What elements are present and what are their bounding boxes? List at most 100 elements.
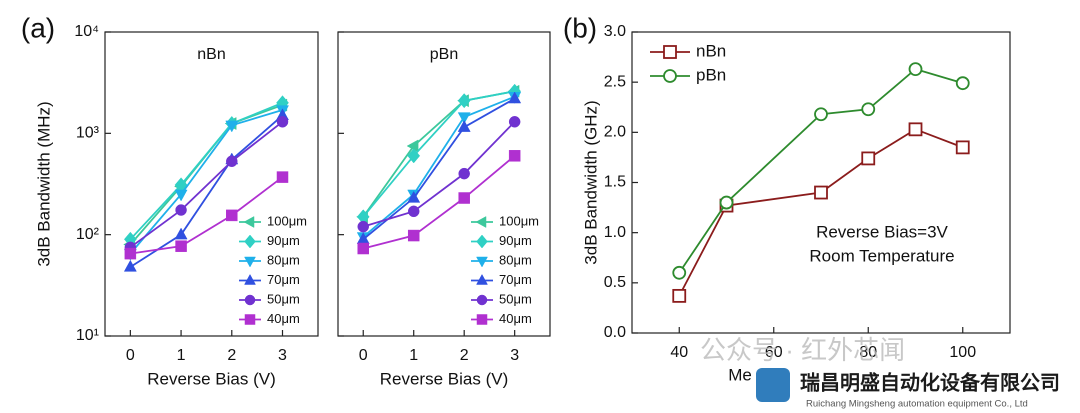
marker <box>508 91 522 104</box>
legend-label: nBn <box>696 41 726 60</box>
plot-frame <box>104 31 319 337</box>
y-tick-label: 1.0 <box>604 224 626 241</box>
marker <box>226 209 238 222</box>
panel-label: (a) <box>21 12 55 43</box>
legend-marker <box>476 273 488 285</box>
x-tick-label: 80 <box>859 344 877 361</box>
legend-label: 50μm <box>267 291 300 306</box>
y-tick-label: 0.0 <box>604 324 626 341</box>
y-tick-label: 2.5 <box>604 73 626 90</box>
marker <box>175 240 187 252</box>
marker <box>508 150 521 162</box>
chart-title: nBn <box>197 46 225 63</box>
marker <box>175 204 187 216</box>
marker <box>508 116 521 128</box>
marker <box>672 288 687 303</box>
marker <box>814 107 828 122</box>
watermark-logo <box>756 368 790 402</box>
legend-marker <box>243 216 255 228</box>
x-tick-label: 2 <box>460 347 469 364</box>
marker <box>955 140 970 155</box>
x-tick-label: 1 <box>409 347 418 364</box>
legend-label: 90μm <box>499 233 532 248</box>
x-tick-label: 0 <box>126 347 135 364</box>
marker <box>174 227 188 240</box>
x-tick-label: 3 <box>278 347 287 364</box>
marker <box>407 205 420 218</box>
marker <box>276 171 289 183</box>
legend-label: 40μm <box>267 311 300 326</box>
y-tick-label: 3.0 <box>604 23 626 40</box>
series-line <box>129 114 284 268</box>
marker <box>407 229 420 242</box>
legend-marker <box>476 314 488 325</box>
marker <box>226 155 238 168</box>
legend-label: 80μm <box>267 252 300 267</box>
marker <box>225 120 239 133</box>
legend-marker <box>476 234 488 249</box>
legend-marker <box>244 314 256 325</box>
chart-title: pBn <box>430 46 458 63</box>
legend-label: 100μm <box>499 213 539 228</box>
plot-frame <box>337 31 551 337</box>
marker <box>955 76 970 91</box>
marker <box>123 259 137 272</box>
series-line <box>362 95 516 238</box>
marker <box>672 265 687 280</box>
x-axis-label: Reverse Bias (V) <box>147 369 275 388</box>
legend-label: 40μm <box>499 311 532 326</box>
legend-marker <box>476 256 488 268</box>
x-tick-label: 100 <box>949 344 976 361</box>
legend-label: 70μm <box>499 272 532 287</box>
legend-marker <box>663 45 677 59</box>
series-line <box>362 121 516 228</box>
marker <box>908 62 923 77</box>
watermark-company-en: Ruichang Mingsheng automation equipment … <box>806 399 1028 410</box>
series-line <box>678 68 964 274</box>
series-line <box>678 128 964 297</box>
x-tick-label: 60 <box>765 344 783 361</box>
marker <box>458 167 470 180</box>
marker <box>357 220 369 233</box>
series-line <box>129 121 284 249</box>
marker <box>861 151 876 166</box>
series-line <box>129 109 283 255</box>
y-tick-label: 10³ <box>76 125 100 142</box>
legend-marker <box>244 273 256 285</box>
marker <box>457 120 471 132</box>
legend-marker <box>663 69 677 83</box>
y-tick-label: 0.5 <box>604 274 626 291</box>
marker <box>861 102 876 117</box>
legend-marker <box>244 294 256 306</box>
marker <box>276 116 289 128</box>
panel-label: (b) <box>563 12 597 43</box>
annotation: Reverse Bias=3V <box>816 222 948 241</box>
marker <box>357 242 369 255</box>
legend-label: pBn <box>696 65 726 84</box>
legend-label: 90μm <box>267 233 300 248</box>
y-tick-label: 10² <box>76 226 100 243</box>
marker <box>457 112 471 125</box>
legend-label: 100μm <box>267 213 307 228</box>
x-axis-label: Me <box>728 365 752 384</box>
legend-label: 50μm <box>499 291 532 306</box>
x-tick-label: 3 <box>510 347 519 364</box>
series-line <box>362 90 515 218</box>
marker <box>174 189 188 202</box>
y-tick-label: 10¹ <box>76 327 99 344</box>
series-line <box>129 101 283 240</box>
series-line <box>363 155 516 250</box>
y-axis-label: 3dB Bandwidth (MHz) <box>34 101 53 266</box>
marker <box>407 148 421 164</box>
x-axis-label: Reverse Bias (V) <box>380 369 508 388</box>
legend-label: 80μm <box>499 252 532 267</box>
legend-label: 70μm <box>267 272 300 287</box>
legend-marker <box>476 294 488 306</box>
marker <box>908 122 923 137</box>
y-axis-label: 3dB Bandwidth (GHz) <box>581 100 600 264</box>
legend-marker <box>475 216 487 228</box>
marker <box>814 185 828 200</box>
x-tick-label: 0 <box>359 347 368 364</box>
marker <box>458 192 470 204</box>
x-tick-label: 2 <box>227 347 236 364</box>
